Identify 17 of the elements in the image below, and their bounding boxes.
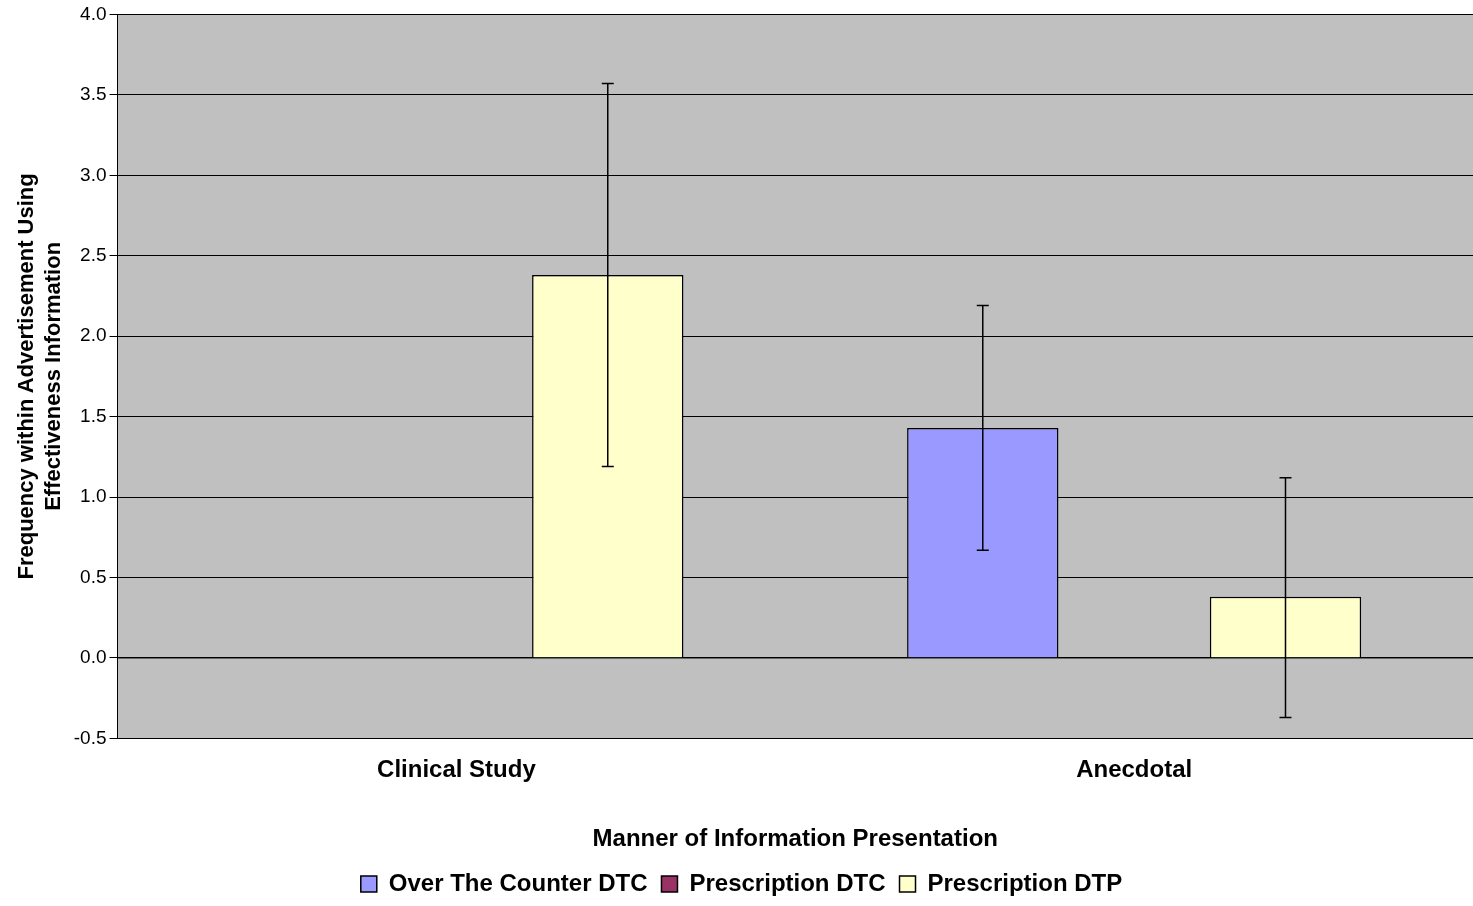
legend-label: Prescription DTC xyxy=(689,868,886,896)
y-tick-label: 4.0 xyxy=(80,2,107,24)
x-axis-title: Manner of Information Presentation xyxy=(592,824,998,852)
y-tick-label: 2.5 xyxy=(80,243,107,265)
y-tick-label: 2.0 xyxy=(80,324,107,346)
legend-label: Prescription DTP xyxy=(927,868,1123,896)
legend-label: Over The Counter DTC xyxy=(388,868,648,896)
y-tick-label: 0.5 xyxy=(80,565,107,587)
y-tick-label: 1.0 xyxy=(80,485,107,507)
x-tick-label: Anecdotal xyxy=(1076,755,1193,783)
y-tick-label: -0.5 xyxy=(73,726,107,748)
y-tick-label: 1.5 xyxy=(80,404,107,426)
y-tick-label: 0.0 xyxy=(80,646,107,668)
y-axis-title: Frequency within Advertisement Using Effectiveness Information xyxy=(13,173,65,580)
y-tick-label: 3.0 xyxy=(80,163,107,185)
x-tick-label: Clinical Study xyxy=(377,755,537,783)
y-tick-label: 3.5 xyxy=(80,83,107,105)
